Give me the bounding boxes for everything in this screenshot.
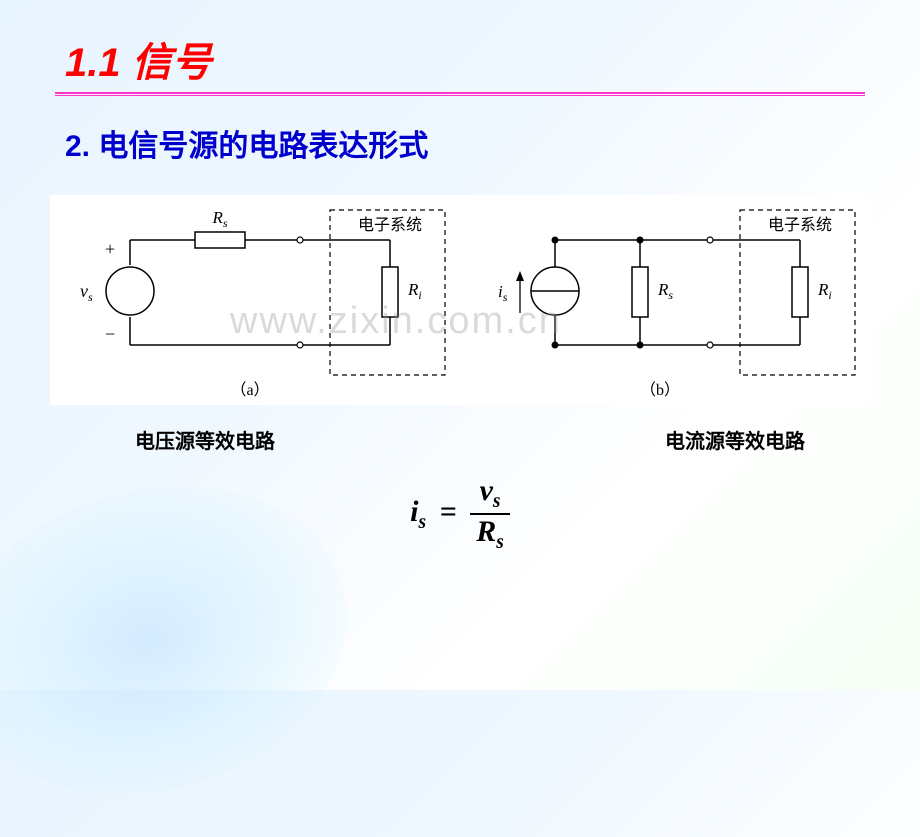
section-title: 1.1 信号 [65, 30, 875, 88]
diagram-b: 电子系统 Ri [460, 195, 870, 405]
resistor-rs [195, 232, 245, 248]
positive-terminal: + [105, 239, 115, 259]
vs-label: vs [80, 281, 93, 304]
formula-lhs: is [410, 495, 433, 528]
formula-fraction: vs Rs [470, 474, 510, 554]
formula-eq: = [440, 495, 457, 528]
current-arrow [516, 271, 524, 281]
caption-b: 电流源等效电路 [665, 425, 805, 454]
rs-label-b: Rs [657, 280, 673, 302]
system-label-b: 电子系统 [768, 216, 832, 234]
terminal-top-b [707, 237, 713, 243]
resistor-ri-b [792, 267, 808, 317]
rs-label: Rs [211, 208, 227, 230]
panel-label-a: （a） [230, 381, 269, 399]
terminal-bottom-left [297, 342, 303, 348]
terminal-bottom-b [707, 342, 713, 348]
ri-label: Ri [407, 280, 422, 302]
voltage-source-icon [106, 267, 154, 315]
subsection-title: 2. 电信号源的电路表达形式 [65, 121, 875, 165]
diagram-row: 电子系统 Rs Ri [45, 195, 875, 405]
formula-numerator: vs [470, 474, 510, 515]
title-divider [55, 92, 865, 96]
resistor-ri [382, 267, 398, 317]
negative-terminal: − [105, 324, 115, 344]
circuit-a-svg: 电子系统 Rs Ri [50, 195, 460, 405]
ri-label-b: Ri [817, 280, 832, 302]
system-label: 电子系统 [358, 216, 422, 234]
formula: is = vs Rs [45, 474, 875, 554]
diagram-a: 电子系统 Rs Ri [50, 195, 460, 405]
formula-denominator: Rs [470, 515, 510, 554]
circuit-b-svg: 电子系统 Ri [460, 195, 870, 405]
terminal-top-left [297, 237, 303, 243]
caption-a: 电压源等效电路 [135, 425, 275, 454]
slide: 1.1 信号 2. 电信号源的电路表达形式 电子系统 Rs [0, 0, 920, 584]
resistor-rs-b [632, 267, 648, 317]
caption-row: 电压源等效电路 电流源等效电路 [45, 425, 875, 454]
panel-label-b: （b） [640, 381, 680, 399]
is-label: is [498, 282, 508, 304]
